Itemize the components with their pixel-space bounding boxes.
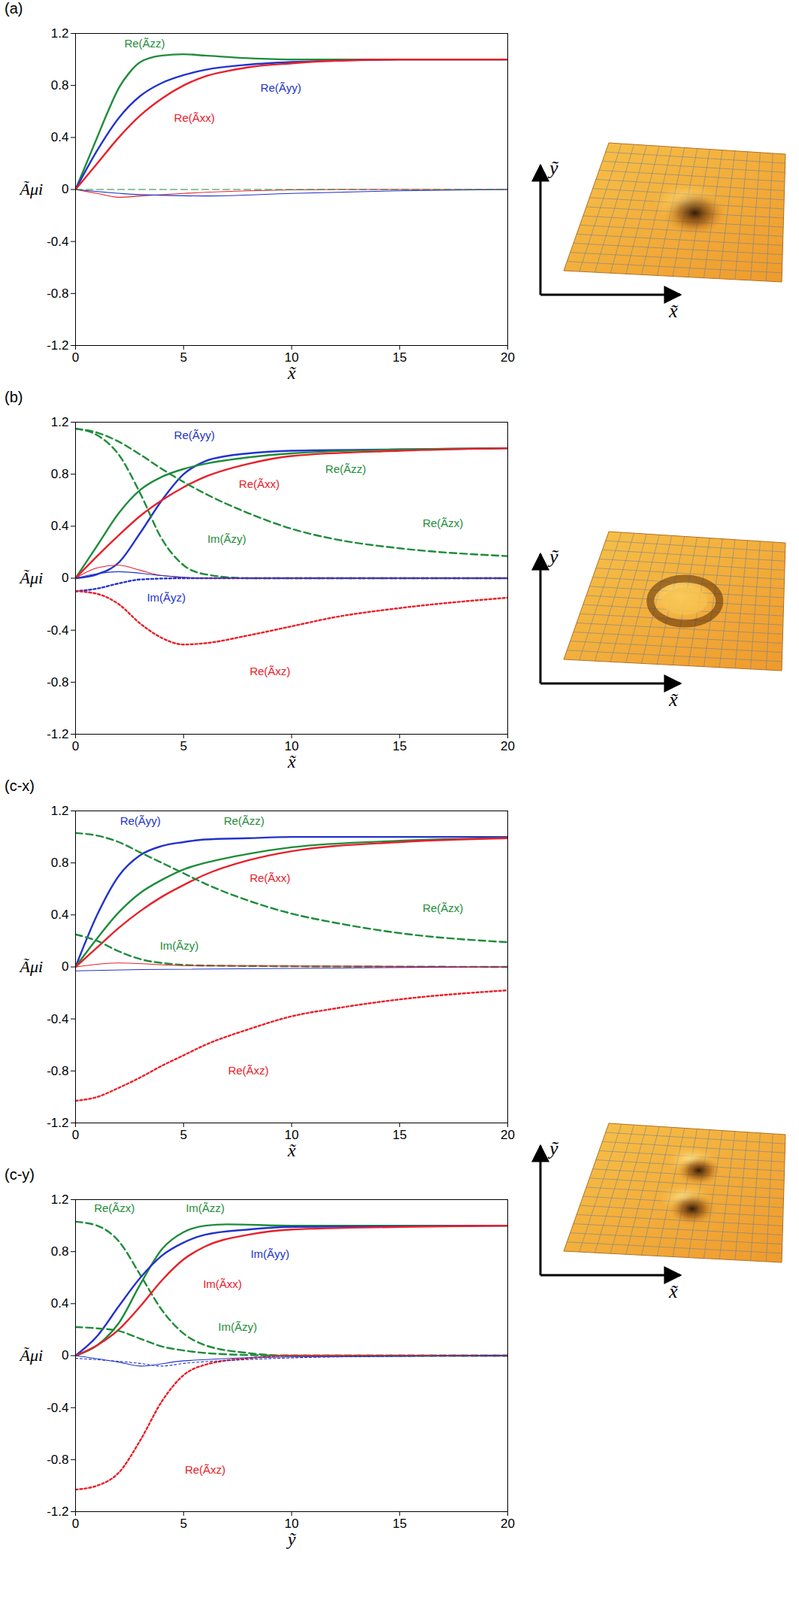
svg-text:-0.4: -0.4	[46, 623, 69, 638]
svg-text:0.8: 0.8	[51, 1243, 70, 1259]
svg-text:-0.8: -0.8	[46, 286, 69, 301]
svg-text:-0.8: -0.8	[46, 674, 69, 690]
svg-text:0.8: 0.8	[51, 78, 70, 93]
svg-text:10: 10	[284, 1515, 299, 1531]
svg-text:x̃: x̃	[287, 363, 297, 383]
svg-text:Re(Ãzx): Re(Ãzx)	[422, 901, 464, 915]
svg-text:Re(Ãzz): Re(Ãzz)	[325, 462, 367, 476]
svg-text:Im(Ãxx): Im(Ãxx)	[202, 1277, 243, 1290]
svg-text:20: 20	[500, 1516, 515, 1531]
svg-text:Im(Ãzy): Im(Ãzy)	[217, 1319, 258, 1333]
svg-text:Re(Ãxz): Re(Ãxz)	[227, 1063, 269, 1077]
svg-text:0.4: 0.4	[51, 518, 70, 533]
svg-text:Re(Ãzz): Re(Ãzz)	[124, 36, 165, 50]
svg-text:0.8: 0.8	[51, 466, 70, 482]
svg-text:Re(Ãxz): Re(Ãxz)	[249, 664, 291, 678]
svg-text:0.4: 0.4	[51, 907, 70, 922]
svg-text:10: 10	[284, 349, 299, 365]
svg-text:-0.4: -0.4	[46, 1400, 69, 1415]
svg-text:20: 20	[500, 1127, 515, 1142]
svg-text:x̃: x̃	[287, 1140, 297, 1160]
svg-text:Ãμi: Ãμi	[18, 568, 44, 588]
svg-text:10: 10	[284, 738, 299, 753]
svg-text:-1.2: -1.2	[46, 1115, 69, 1130]
svg-text:5: 5	[180, 350, 188, 365]
svg-text:0: 0	[61, 181, 69, 197]
svg-text:Re(Ãzz): Re(Ãzz)	[223, 814, 265, 827]
svg-text:Re(Ãyy): Re(Ãyy)	[174, 428, 215, 442]
svg-text:Im(Ãzy): Im(Ãzy)	[207, 532, 247, 545]
svg-text:Re(Ãxx): Re(Ãxx)	[249, 871, 291, 884]
svg-text:0: 0	[72, 738, 79, 754]
svg-text:-1.2: -1.2	[46, 1504, 69, 1519]
svg-text:Im(Ãzy): Im(Ãzy)	[160, 938, 200, 952]
svg-text:-0.8: -0.8	[46, 1452, 69, 1467]
svg-text:15: 15	[392, 738, 407, 754]
svg-text:x̃: x̃	[668, 1280, 679, 1302]
svg-text:Re(Ãzx): Re(Ãzx)	[422, 516, 464, 530]
svg-text:Re(Ãxx): Re(Ãxx)	[239, 477, 280, 491]
svg-text:Im(Ãzz): Im(Ãzz)	[185, 1201, 225, 1214]
svg-text:ỹ: ỹ	[547, 545, 560, 568]
svg-text:0: 0	[61, 1347, 69, 1362]
html-text:(c-x): (c-x)	[4, 777, 35, 794]
svg-text:Ãμi: Ãμi	[18, 956, 44, 976]
svg-text:0.4: 0.4	[51, 1295, 70, 1311]
svg-text:x̃: x̃	[668, 688, 679, 711]
svg-text:Re(Ãxx): Re(Ãxx)	[174, 111, 215, 125]
svg-text:Re(Ãxz): Re(Ãxz)	[184, 1462, 226, 1476]
svg-text:-0.4: -0.4	[46, 1011, 69, 1026]
svg-text:1.2: 1.2	[51, 414, 70, 430]
svg-text:Im(Ãyz): Im(Ãyz)	[146, 590, 186, 604]
svg-text:1.2: 1.2	[51, 1192, 70, 1207]
svg-text:15: 15	[392, 350, 407, 365]
html-text:(a): (a)	[4, 0, 23, 17]
svg-text:0.8: 0.8	[51, 855, 70, 870]
svg-text:0: 0	[72, 1127, 79, 1142]
svg-text:-1.2: -1.2	[46, 338, 69, 353]
svg-text:-0.8: -0.8	[46, 1063, 69, 1078]
svg-text:ỹ: ỹ	[286, 1528, 297, 1549]
svg-text:0: 0	[72, 350, 79, 365]
html-text:(b): (b)	[4, 388, 23, 406]
svg-text:15: 15	[392, 1127, 407, 1142]
svg-text:1.2: 1.2	[51, 26, 70, 41]
svg-text:5: 5	[180, 1516, 188, 1531]
svg-text:x̃: x̃	[287, 751, 297, 772]
svg-text:5: 5	[180, 1127, 188, 1142]
svg-text:ỹ: ỹ	[547, 157, 560, 179]
svg-text:20: 20	[500, 350, 515, 365]
svg-text:Ãμi: Ãμi	[18, 179, 44, 199]
svg-text:10: 10	[284, 1127, 299, 1142]
svg-text:Re(Ãyy): Re(Ãyy)	[120, 814, 161, 827]
svg-text:-0.4: -0.4	[46, 234, 69, 249]
svg-text:0: 0	[61, 959, 69, 974]
svg-text:0: 0	[72, 1516, 79, 1531]
svg-text:Re(Ãzx): Re(Ãzx)	[93, 1201, 135, 1214]
svg-text:Ãμi: Ãμi	[18, 1345, 44, 1365]
svg-text:0.4: 0.4	[51, 130, 70, 145]
svg-text:20: 20	[500, 738, 515, 754]
svg-text:x̃: x̃	[668, 299, 679, 322]
svg-text:Re(Ãyy): Re(Ãyy)	[260, 81, 302, 94]
svg-text:Im(Ãyy): Im(Ãyy)	[250, 1246, 290, 1260]
svg-text:ỹ: ỹ	[547, 1137, 560, 1160]
html-text:(c-y): (c-y)	[4, 1165, 35, 1183]
svg-text:-1.2: -1.2	[46, 726, 69, 742]
svg-text:0: 0	[61, 570, 69, 585]
svg-text:15: 15	[392, 1516, 407, 1531]
svg-text:1.2: 1.2	[51, 803, 70, 818]
svg-text:5: 5	[180, 738, 188, 754]
